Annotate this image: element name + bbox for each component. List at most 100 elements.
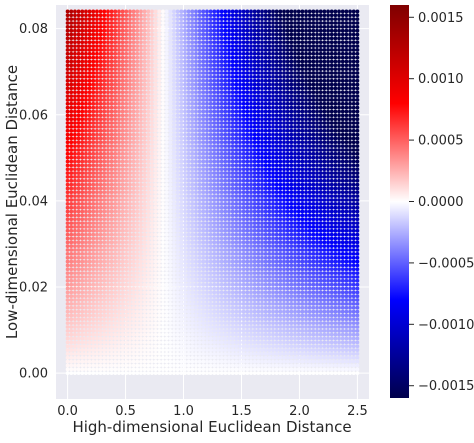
data-point [249, 106, 253, 110]
data-point [135, 306, 139, 310]
data-point [242, 60, 246, 64]
data-point [117, 290, 121, 294]
data-point [117, 298, 121, 302]
data-point [187, 198, 191, 202]
data-point [121, 264, 125, 268]
data-point [161, 229, 165, 233]
data-point [88, 194, 92, 198]
data-point [106, 314, 110, 318]
data-point [132, 217, 136, 221]
data-point [205, 202, 209, 206]
data-point [201, 71, 205, 75]
data-point [80, 294, 84, 298]
data-point [223, 260, 227, 264]
data-point [176, 156, 180, 160]
data-point [146, 294, 150, 298]
data-point [84, 90, 88, 94]
data-point [216, 367, 220, 371]
data-point [234, 333, 238, 337]
data-point [220, 244, 224, 248]
data-point [216, 90, 220, 94]
data-point [209, 167, 213, 171]
data-point [128, 229, 132, 233]
data-point [187, 229, 191, 233]
data-point [95, 52, 99, 56]
data-point [73, 102, 77, 106]
data-point [231, 113, 235, 117]
data-point [121, 229, 125, 233]
data-point [223, 317, 227, 321]
data-point [80, 214, 84, 218]
data-point [220, 167, 224, 171]
data-point [124, 175, 128, 179]
data-point [242, 75, 246, 79]
data-point [190, 317, 194, 321]
data-point [157, 10, 161, 14]
data-point [132, 67, 136, 71]
data-point [77, 333, 81, 337]
data-point [209, 364, 213, 368]
data-point [80, 283, 84, 287]
data-point [124, 133, 128, 137]
data-point [179, 317, 183, 321]
data-point [253, 287, 257, 291]
data-point [245, 214, 249, 218]
data-point [198, 321, 202, 325]
data-point [117, 221, 121, 225]
data-point [201, 106, 205, 110]
data-point [161, 275, 165, 279]
data-point [231, 217, 235, 221]
data-point [110, 256, 114, 260]
data-point [80, 52, 84, 56]
data-point [77, 314, 81, 318]
data-point [168, 71, 172, 75]
data-point [132, 13, 136, 17]
data-point [198, 287, 202, 291]
data-point [201, 75, 205, 79]
data-point [168, 183, 172, 187]
data-point [256, 279, 260, 283]
data-point [253, 256, 257, 260]
data-point [128, 198, 132, 202]
data-point [227, 240, 231, 244]
data-point [161, 271, 165, 275]
data-point [113, 167, 117, 171]
data-point [161, 248, 165, 252]
data-point [110, 314, 114, 318]
data-point [113, 79, 117, 83]
data-point [205, 248, 209, 252]
data-point [234, 63, 238, 67]
data-point [168, 206, 172, 210]
data-point [223, 133, 227, 137]
data-point [227, 56, 231, 60]
data-point [187, 202, 191, 206]
data-point [69, 187, 73, 191]
data-point [106, 140, 110, 144]
data-point [209, 63, 213, 67]
data-point [154, 325, 158, 329]
data-point [117, 71, 121, 75]
data-point [121, 352, 125, 356]
data-point [223, 340, 227, 344]
data-point [172, 56, 176, 60]
data-point [69, 60, 73, 64]
data-point [73, 125, 77, 129]
data-point [253, 187, 257, 191]
data-point [194, 113, 198, 117]
data-point [220, 256, 224, 260]
data-point [157, 240, 161, 244]
data-point [66, 175, 70, 179]
data-point [168, 233, 172, 237]
data-point [216, 237, 220, 241]
data-point [99, 252, 103, 256]
data-point [187, 113, 191, 117]
data-point [121, 364, 125, 368]
data-point [176, 275, 180, 279]
data-point [205, 340, 209, 344]
data-point [146, 190, 150, 194]
data-point [157, 221, 161, 225]
data-point [249, 260, 253, 264]
data-point [157, 352, 161, 356]
data-point [253, 63, 257, 67]
data-point [77, 302, 81, 306]
